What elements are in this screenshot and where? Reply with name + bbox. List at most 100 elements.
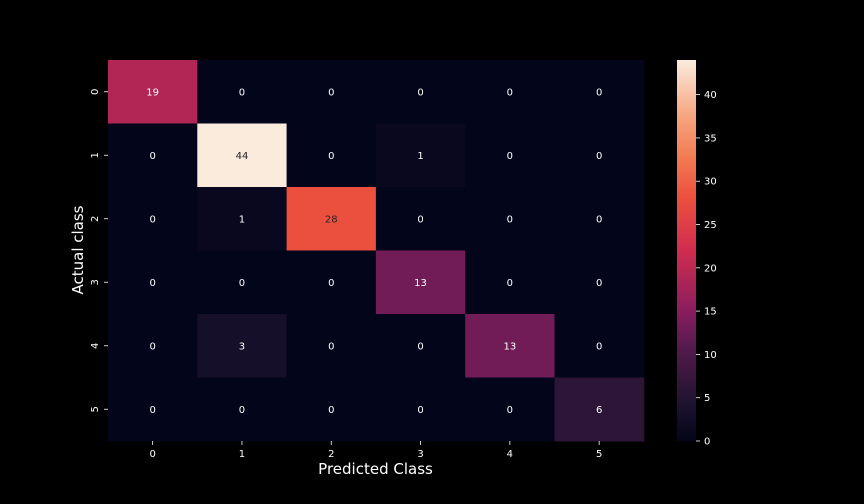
heatmap-cell — [554, 123, 645, 188]
cell-value-label: 0 — [596, 87, 602, 98]
heatmap-cell — [286, 60, 377, 124]
x-axis-label: Predicted Class — [318, 460, 433, 478]
heatmap-cell — [375, 60, 466, 124]
heatmap-cell — [286, 123, 377, 188]
heatmap-cell — [197, 187, 288, 251]
cell-value-label: 3 — [239, 341, 245, 352]
cell-value-label: 0 — [507, 87, 513, 98]
colorbar-tick-label: 20 — [704, 263, 717, 274]
cell-value-label: 0 — [149, 405, 155, 416]
heatmap-cell — [108, 187, 198, 251]
y-tick-label: 0 — [90, 89, 101, 95]
x-tick-label: 3 — [417, 449, 423, 460]
cell-value-label: 0 — [328, 341, 334, 352]
cell-value-label: 0 — [149, 341, 155, 352]
heatmap-cell — [197, 314, 288, 378]
y-tick-label: 1 — [90, 152, 101, 158]
y-tick-label: 2 — [90, 216, 101, 222]
cell-value-label: 0 — [328, 87, 334, 98]
colorbar — [677, 60, 696, 441]
colorbar-tick-label: 0 — [704, 437, 710, 448]
heatmap-cell — [554, 187, 645, 251]
cell-value-label: 0 — [239, 87, 245, 98]
cell-value-label: 0 — [507, 214, 513, 225]
heatmap-cell — [197, 123, 288, 188]
cell-value-label: 0 — [328, 151, 334, 162]
x-tick-label: 1 — [239, 449, 245, 460]
cell-value-label: 0 — [149, 214, 155, 225]
cell-value-label: 0 — [596, 278, 602, 289]
cell-value-label: 19 — [146, 87, 159, 98]
heatmap-cell — [375, 123, 466, 188]
colorbar-tick-label: 5 — [704, 393, 710, 404]
x-tick-label: 5 — [596, 449, 602, 460]
heatmap-cell — [465, 123, 555, 188]
heatmap-cell — [286, 187, 377, 251]
heatmap-cell — [465, 314, 555, 378]
x-axis-ticks: 0 1 2 3 4 5 — [149, 441, 602, 460]
cell-value-label: 0 — [239, 405, 245, 416]
heatmap-cell — [197, 60, 288, 124]
y-tick-label: 5 — [90, 406, 101, 412]
cell-value-label: 0 — [596, 341, 602, 352]
heatmap-cell — [197, 250, 288, 315]
heatmap-cell — [375, 314, 466, 378]
x-tick-label: 4 — [507, 449, 513, 460]
heatmap-cell — [197, 377, 288, 442]
colorbar-tick-label: 25 — [704, 220, 717, 231]
y-tick-label: 3 — [90, 279, 101, 285]
cell-value-label: 1 — [417, 151, 423, 162]
cell-value-label: 28 — [325, 214, 338, 225]
cell-value-label: 0 — [328, 278, 334, 289]
colorbar-ticks: 0 5 10 15 20 25 30 35 40 — [696, 90, 717, 448]
heatmap-cell — [286, 314, 377, 378]
y-axis-label: Actual class — [69, 205, 87, 294]
heatmap-cell — [554, 377, 645, 442]
cell-value-label: 0 — [417, 87, 423, 98]
cell-value-label: 0 — [417, 405, 423, 416]
cell-value-label: 13 — [503, 341, 516, 352]
y-tick-label: 4 — [90, 343, 101, 349]
cell-value-label: 0 — [328, 405, 334, 416]
heatmap-cell — [286, 250, 377, 315]
colorbar-tick-label: 40 — [704, 90, 717, 101]
heatmap-cell — [286, 377, 377, 442]
cell-value-label: 0 — [596, 151, 602, 162]
cell-value-label: 0 — [507, 151, 513, 162]
heatmap-cell — [108, 250, 198, 315]
x-tick-label: 0 — [149, 449, 155, 460]
heatmap-cell — [465, 377, 555, 442]
colorbar-tick-label: 10 — [704, 350, 717, 361]
heatmap-cell — [108, 123, 198, 188]
cell-value-label: 0 — [417, 341, 423, 352]
heatmap-cell-labels: 19 0 0 0 0 0 0 44 0 1 0 0 0 1 28 0 0 0 0 0 0 13 0 0 0 3 0 0 13 0 0 0 0 0 0… — [146, 87, 602, 416]
cell-value-label: 44 — [236, 151, 249, 162]
heatmap-cell — [554, 250, 645, 315]
heatmap-cell — [375, 250, 466, 315]
x-tick-label: 2 — [328, 449, 334, 460]
heatmap-cell — [375, 187, 466, 251]
heatmap-cell — [465, 250, 555, 315]
colorbar-tick-label: 35 — [704, 133, 717, 144]
cell-value-label: 0 — [596, 214, 602, 225]
heatmap-cell — [108, 60, 198, 124]
cell-value-label: 0 — [417, 214, 423, 225]
cell-value-label: 0 — [149, 151, 155, 162]
cell-value-label: 0 — [149, 278, 155, 289]
cell-value-label: 1 — [239, 214, 245, 225]
heatmap-cell — [465, 187, 555, 251]
heatmap-cells — [108, 60, 645, 442]
heatmap-cell — [465, 60, 555, 124]
cell-value-label: 13 — [414, 278, 427, 289]
heatmap-cell — [108, 377, 198, 442]
heatmap-cell — [554, 314, 645, 378]
cell-value-label: 0 — [507, 278, 513, 289]
cell-value-label: 6 — [596, 405, 602, 416]
heatmap-cell — [375, 377, 466, 442]
colorbar-tick-label: 30 — [704, 177, 717, 188]
heatmap-cell — [108, 314, 198, 378]
colorbar-tick-label: 15 — [704, 307, 717, 318]
y-axis-ticks: 0 1 2 3 4 5 — [90, 89, 108, 412]
heatmap-cell — [554, 60, 645, 124]
